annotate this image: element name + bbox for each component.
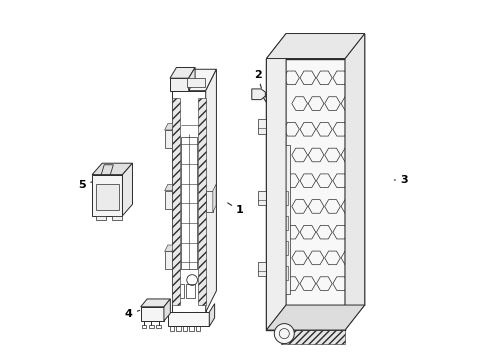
Polygon shape [206, 69, 217, 312]
Circle shape [274, 324, 294, 343]
Bar [172, 91, 206, 312]
Bar [96, 216, 106, 220]
Polygon shape [267, 33, 286, 330]
Bar [272, 241, 288, 255]
Polygon shape [141, 299, 171, 307]
Bar [172, 98, 180, 305]
Bar [142, 325, 147, 328]
Bar [168, 312, 209, 327]
Polygon shape [165, 245, 175, 251]
Polygon shape [170, 67, 195, 78]
Bar [175, 284, 184, 298]
Polygon shape [267, 33, 365, 59]
Text: 3: 3 [394, 175, 408, 185]
Bar [92, 175, 122, 216]
Polygon shape [164, 299, 171, 321]
Polygon shape [345, 119, 354, 134]
Bar [186, 284, 195, 298]
Bar [96, 184, 119, 210]
Polygon shape [258, 119, 267, 134]
Polygon shape [213, 184, 216, 212]
Bar [149, 325, 153, 328]
Polygon shape [258, 191, 267, 205]
Polygon shape [165, 130, 172, 148]
Bar [170, 327, 174, 331]
Bar [196, 327, 200, 331]
Text: 1: 1 [228, 203, 244, 215]
Polygon shape [267, 305, 365, 330]
Bar [281, 330, 345, 344]
Bar [272, 191, 288, 205]
Polygon shape [258, 262, 267, 276]
Polygon shape [345, 33, 365, 330]
Bar [187, 78, 205, 87]
Polygon shape [122, 163, 132, 216]
Bar [189, 327, 194, 331]
Bar [156, 325, 161, 328]
Bar [170, 78, 189, 91]
Polygon shape [286, 33, 365, 305]
Bar [270, 145, 290, 294]
Text: 5: 5 [79, 180, 92, 190]
Polygon shape [101, 165, 113, 175]
Bar [272, 266, 288, 280]
Polygon shape [252, 89, 266, 100]
Bar [181, 137, 197, 269]
Bar [272, 216, 288, 230]
Text: 4: 4 [125, 309, 140, 319]
Polygon shape [206, 191, 213, 212]
Text: 2: 2 [254, 69, 261, 88]
Bar [141, 307, 164, 321]
Polygon shape [189, 67, 195, 91]
Polygon shape [172, 69, 217, 91]
Bar [183, 327, 187, 331]
Polygon shape [209, 303, 215, 327]
Bar [172, 91, 206, 312]
Bar [112, 216, 122, 220]
Bar [176, 327, 181, 331]
Polygon shape [345, 262, 354, 276]
Polygon shape [165, 184, 175, 191]
Polygon shape [165, 191, 172, 208]
Polygon shape [165, 123, 175, 130]
Polygon shape [92, 163, 132, 175]
Bar [198, 98, 206, 305]
Circle shape [270, 110, 276, 116]
Polygon shape [165, 251, 172, 269]
